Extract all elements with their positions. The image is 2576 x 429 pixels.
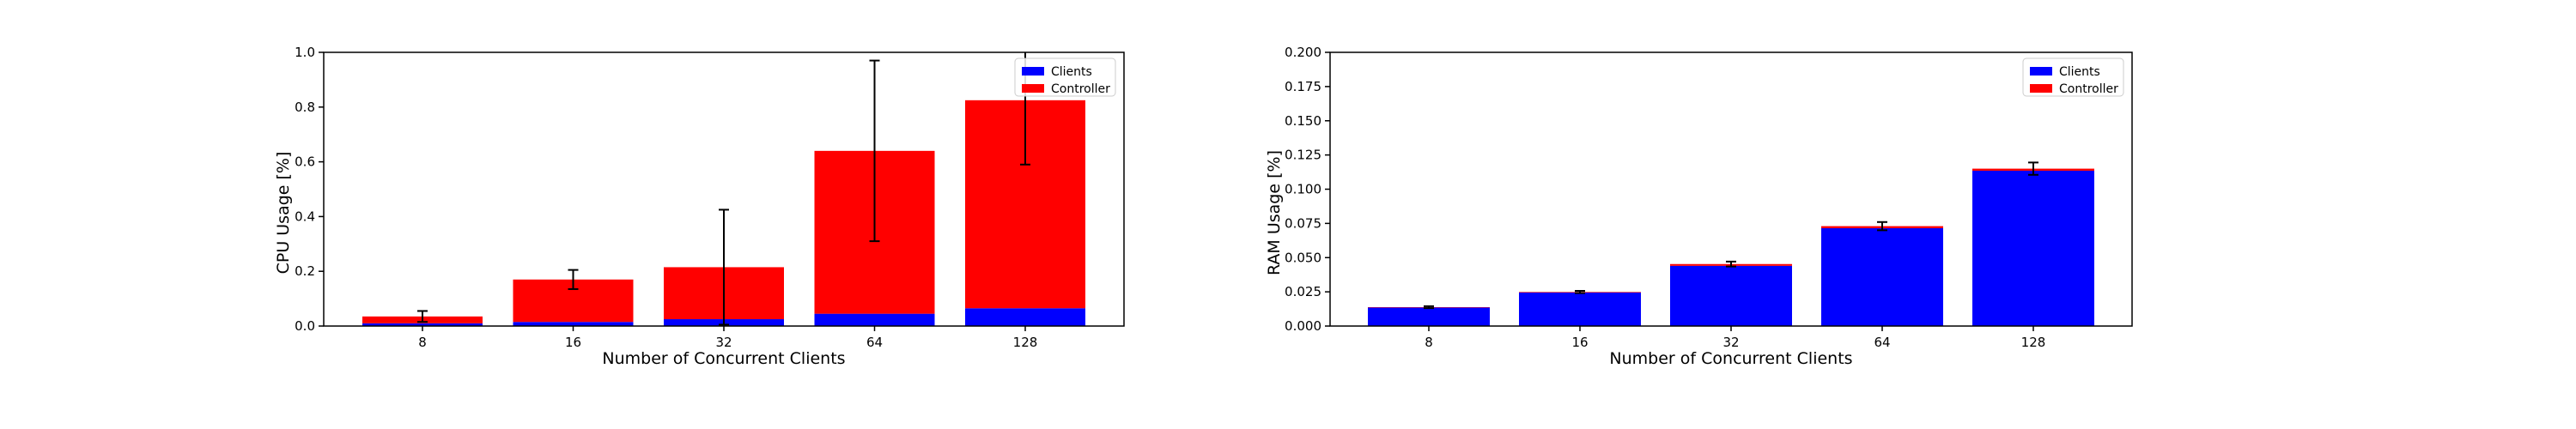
legend-label-controller: Controller — [2059, 82, 2118, 96]
legend: Clients Controller — [2022, 57, 2124, 97]
x-axis-title: Number of Concurrent Clients — [602, 349, 845, 368]
x-tick-label: 128 — [2021, 335, 2046, 350]
y-tick-label: 0.6 — [295, 154, 315, 170]
legend-swatch-clients — [1022, 67, 1044, 76]
x-tick-label: 16 — [565, 335, 581, 350]
x-tick-label: 32 — [1722, 335, 1739, 350]
legend-label-clients: Clients — [1051, 65, 1092, 79]
x-tick-label: 64 — [866, 335, 883, 350]
y-tick-label: 0.050 — [1285, 250, 1321, 265]
bar-clients-128 — [965, 308, 1085, 326]
bar-clients-64 — [1821, 227, 1943, 326]
legend: Clients Controller — [1014, 57, 1116, 97]
y-tick-label: 0.125 — [1285, 148, 1321, 163]
legend-swatch-controller — [1022, 84, 1044, 93]
y-tick-label: 0.8 — [295, 100, 315, 115]
legend-swatch-controller — [2030, 84, 2052, 93]
y-tick-label: 0.4 — [295, 208, 315, 224]
y-tick-label: 0.075 — [1285, 215, 1321, 231]
y-tick-label: 0.0 — [295, 318, 315, 334]
bar-clients-16 — [513, 322, 634, 326]
y-tick-label: 1.0 — [295, 45, 315, 60]
y-axis-title: RAM Usage [%] — [1265, 150, 1284, 275]
y-tick-label: 0.100 — [1285, 182, 1321, 197]
legend-label-clients: Clients — [2059, 65, 2100, 79]
y-tick-label: 0.025 — [1285, 284, 1321, 299]
bar-clients-128 — [1972, 170, 2094, 326]
bar-clients-8 — [362, 323, 483, 326]
x-tick-label: 8 — [1425, 335, 1433, 350]
y-tick-label: 0.000 — [1285, 318, 1321, 334]
x-axis-title: Number of Concurrent Clients — [1609, 349, 1852, 368]
y-tick-label: 0.175 — [1285, 79, 1321, 94]
y-tick-label: 0.150 — [1285, 113, 1321, 129]
legend-label-controller: Controller — [1051, 82, 1110, 96]
x-tick-label: 16 — [1571, 335, 1588, 350]
y-tick-label: 0.2 — [295, 263, 315, 279]
bar-clients-8 — [1368, 307, 1490, 326]
bar-clients-32 — [1670, 265, 1792, 326]
bar-clients-16 — [1519, 292, 1641, 326]
x-tick-label: 32 — [715, 335, 732, 350]
ram-usage-chart: Number of Concurrent Clients RAM Usage [… — [1265, 45, 2133, 368]
bar-clients-64 — [814, 313, 935, 326]
x-tick-label: 128 — [1013, 335, 1038, 350]
y-axis-title: CPU Usage [%] — [274, 152, 293, 275]
cpu-usage-chart: Number of Concurrent Clients CPU Usage [… — [274, 45, 1125, 368]
x-tick-label: 64 — [1874, 335, 1890, 350]
legend-swatch-clients — [2030, 67, 2052, 76]
y-tick-label: 0.200 — [1285, 45, 1321, 60]
x-tick-label: 8 — [418, 335, 427, 350]
